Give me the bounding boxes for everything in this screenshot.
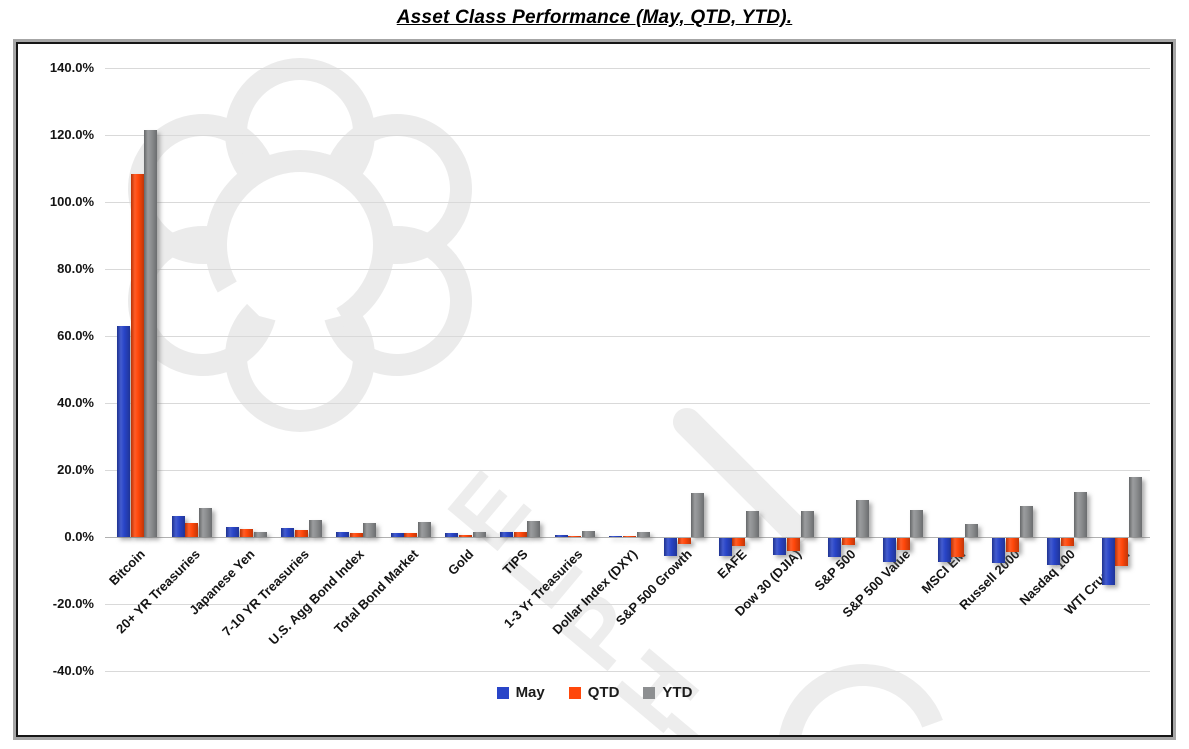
- bar-qtd: [240, 529, 254, 537]
- y-tick-label: -20.0%: [52, 596, 94, 611]
- bar-qtd: [951, 538, 965, 557]
- legend-label: May: [515, 684, 545, 701]
- bar-ytd: [253, 532, 267, 537]
- gridline: [105, 135, 1150, 136]
- y-tick-label: 60.0%: [57, 328, 94, 343]
- bar-qtd: [677, 538, 691, 544]
- bar-may: [828, 538, 842, 557]
- x-category-label-text: U.S. Agg Bond Index: [265, 546, 367, 648]
- y-tick-label: 40.0%: [57, 395, 94, 410]
- bar-ytd: [472, 532, 486, 537]
- bar-qtd: [458, 535, 472, 537]
- plot-area: 140.0% 120.0% 100.0% 80.0% 60.0% 40.0% 20.0% 0.…: [18, 44, 1171, 735]
- y-tick-label: 80.0%: [57, 261, 94, 276]
- bar-may: [1046, 538, 1060, 565]
- bar-qtd: [185, 523, 199, 537]
- legend-swatch-may: [496, 686, 509, 699]
- bar-ytd: [527, 521, 541, 537]
- bar-qtd: [1115, 538, 1129, 566]
- chart-frame: E L P H I 140.0%120.0%100.0%80.0%60.0%40…: [16, 42, 1173, 737]
- bar-ytd: [855, 500, 869, 537]
- bar-may: [499, 532, 513, 537]
- legend-item: May: [496, 684, 545, 701]
- bar-ytd: [746, 511, 760, 537]
- bar-qtd: [732, 538, 746, 546]
- y-tick-label: -40.0%: [52, 663, 94, 678]
- bar-qtd: [513, 532, 527, 537]
- bar-may: [445, 533, 459, 537]
- gridline: [105, 671, 1150, 672]
- bar-ytd: [1074, 492, 1088, 537]
- bar-ytd: [910, 510, 924, 537]
- bar-ytd: [800, 511, 814, 537]
- bar-qtd: [349, 533, 363, 537]
- gridline: [105, 537, 1150, 538]
- gridline: [105, 336, 1150, 337]
- bar-ytd: [1019, 506, 1033, 537]
- bar-qtd: [130, 174, 144, 537]
- gridline: [105, 68, 1150, 69]
- bar-may: [664, 538, 677, 556]
- bar-may: [718, 538, 732, 556]
- y-tick-label: 20.0%: [57, 462, 94, 477]
- y-tick-label: 0.0%: [64, 529, 94, 544]
- x-category-label-text: Gold: [444, 546, 476, 578]
- bar-ytd: [308, 520, 322, 537]
- gridline: [105, 604, 1150, 605]
- gridline: [105, 470, 1150, 471]
- bar-ytd: [636, 532, 650, 537]
- bar-ytd: [582, 531, 595, 537]
- legend-label: QTD: [587, 684, 620, 701]
- bar-ytd: [144, 130, 158, 537]
- bar-may: [937, 538, 951, 562]
- bar-qtd: [1060, 538, 1074, 546]
- bar-may: [335, 532, 349, 537]
- bar-qtd: [294, 530, 308, 537]
- bar-may: [554, 535, 568, 537]
- bar-qtd: [787, 538, 801, 551]
- bar-may: [226, 527, 240, 537]
- bar-may: [117, 326, 130, 537]
- bar-ytd: [363, 523, 377, 537]
- x-category-label-text: TIPS: [499, 546, 531, 578]
- bar-may: [171, 516, 185, 537]
- bar-may: [882, 538, 896, 562]
- legend-item: QTD: [568, 684, 620, 701]
- bar-qtd: [1005, 538, 1019, 552]
- bar-qtd: [404, 533, 418, 537]
- legend-swatch-qtd: [568, 686, 581, 699]
- bar-qtd: [568, 536, 582, 537]
- gridline: [105, 202, 1150, 203]
- bar-ytd: [964, 524, 978, 537]
- bar-ytd: [691, 493, 705, 537]
- bar-may: [390, 533, 404, 537]
- bar-qtd: [623, 536, 636, 537]
- gridline: [105, 269, 1150, 270]
- y-tick-label: 100.0%: [49, 194, 94, 209]
- bar-ytd: [199, 508, 213, 537]
- bar-qtd: [896, 538, 910, 550]
- x-category-label-text: Bitcoin: [106, 546, 148, 589]
- legend-swatch-ytd: [643, 686, 656, 699]
- bar-may: [609, 536, 623, 537]
- bar-ytd: [417, 522, 431, 537]
- legend-item: YTD: [643, 684, 692, 701]
- page-title: Asset Class Performance (May, QTD, YTD).: [396, 7, 793, 28]
- bar-may: [281, 528, 295, 537]
- bar-may: [1101, 538, 1115, 585]
- legend-label: YTD: [662, 684, 693, 701]
- bar-may: [992, 538, 1006, 563]
- bar-qtd: [841, 538, 855, 545]
- bar-ytd: [1129, 477, 1142, 537]
- y-tick-label: 140.0%: [49, 60, 94, 75]
- gridline: [105, 403, 1150, 404]
- bar-may: [773, 538, 787, 555]
- legend: May QTD YTD: [18, 684, 1171, 701]
- y-tick-label: 120.0%: [49, 127, 94, 142]
